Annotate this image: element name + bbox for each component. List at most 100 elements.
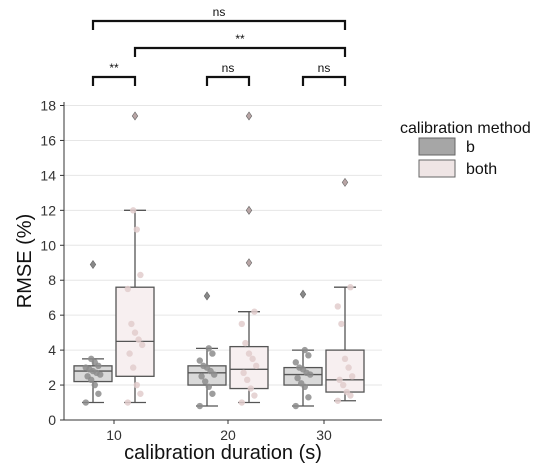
data-point: [135, 336, 142, 343]
data-point: [91, 381, 99, 389]
data-point: [238, 320, 245, 328]
data-point: [301, 346, 308, 354]
data-point: [196, 402, 203, 410]
significance-label: **: [109, 61, 119, 75]
data-point: [202, 378, 209, 385]
significance-bracket-4: ns: [91, 5, 347, 30]
data-point: [139, 341, 146, 349]
data-point: [251, 308, 258, 315]
significance-bracket-3: **: [133, 32, 347, 57]
bracket-line: [91, 75, 137, 86]
data-point: [253, 362, 260, 370]
y-tick-label-14: 14: [40, 167, 56, 183]
significance-bracket-1: ns: [205, 61, 251, 86]
significance-label: ns: [213, 5, 226, 19]
legend-label-both: both: [466, 161, 497, 178]
y-tick-label-0: 0: [48, 412, 56, 428]
box-b-10: [73, 259, 113, 406]
data-point: [88, 355, 95, 363]
data-point: [294, 374, 301, 382]
box-layer: [73, 111, 365, 410]
y-tick-label-4: 4: [48, 342, 56, 358]
data-point: [251, 392, 258, 399]
outlier-marker: [203, 291, 211, 301]
data-point: [82, 399, 90, 406]
data-point: [95, 390, 102, 397]
box-both-20: [229, 111, 269, 406]
data-point: [200, 362, 207, 370]
x-tick-label-30: 30: [316, 427, 332, 443]
box-both-10: [115, 111, 155, 406]
axis-layer: 0 2 4 6 8 10 12 14 16 18 10 20 30: [40, 97, 382, 443]
data-point: [209, 350, 216, 357]
data-point: [298, 380, 305, 387]
data-point: [343, 388, 350, 396]
y-tick-label-6: 6: [48, 307, 56, 323]
significance-label: ns: [318, 61, 331, 75]
data-point: [292, 359, 299, 366]
data-point: [133, 381, 140, 389]
y-axis-title: RMSE (%): [14, 214, 36, 308]
significance-label: ns: [222, 61, 235, 75]
data-point: [137, 390, 144, 397]
data-point: [341, 355, 349, 363]
data-point: [205, 383, 212, 391]
data-point: [126, 350, 133, 357]
data-point: [128, 320, 135, 328]
outlier-marker: [341, 177, 349, 187]
data-point: [130, 364, 137, 371]
box-b-20: [187, 291, 227, 410]
data-point: [244, 376, 251, 384]
significance-layer: ** ns ns ** ns: [91, 5, 347, 86]
data-point: [305, 394, 312, 401]
data-point: [240, 369, 247, 377]
data-point: [340, 381, 347, 389]
data-point: [334, 303, 341, 310]
x-tick-label-20: 20: [220, 427, 236, 443]
data-point: [349, 373, 356, 380]
significance-bracket-2: ns: [301, 61, 347, 86]
data-point: [296, 364, 303, 371]
legend: calibration method b both: [400, 120, 531, 178]
outlier-marker: [299, 289, 307, 299]
bracket-line: [205, 75, 251, 86]
data-point: [338, 320, 345, 328]
data-point: [242, 339, 249, 347]
x-axis-title: calibration duration (s): [124, 442, 322, 464]
data-point: [124, 285, 131, 293]
data-point: [198, 373, 205, 380]
legend-swatch-b: [418, 137, 456, 156]
data-point: [124, 399, 131, 406]
data-point: [292, 402, 299, 410]
data-point: [345, 364, 352, 371]
data-point: [137, 271, 144, 279]
outlier-marker: [89, 259, 97, 270]
y-tick-label-2: 2: [48, 377, 56, 393]
outlier-marker: [131, 111, 139, 121]
data-point: [249, 355, 256, 363]
box-b-30: [283, 289, 323, 410]
data-point: [334, 397, 341, 404]
data-point: [238, 399, 245, 406]
y-tick-label-16: 16: [40, 132, 56, 148]
x-tick-label-10: 10: [106, 427, 122, 443]
data-point: [196, 357, 203, 364]
data-point: [336, 376, 343, 384]
data-point: [131, 329, 139, 336]
outlier-marker: [245, 111, 253, 121]
outlier-marker: [245, 258, 253, 268]
significance-label: **: [235, 32, 245, 46]
data-point: [245, 350, 253, 357]
data-point: [82, 364, 90, 371]
box-both-30: [325, 177, 365, 404]
bracket-line: [91, 19, 347, 30]
data-point: [205, 345, 212, 352]
data-point: [305, 352, 312, 359]
data-point: [130, 207, 137, 214]
y-tick-label-12: 12: [40, 202, 56, 218]
legend-label-b: b: [466, 139, 475, 156]
data-point: [209, 390, 216, 397]
data-point: [247, 385, 254, 392]
